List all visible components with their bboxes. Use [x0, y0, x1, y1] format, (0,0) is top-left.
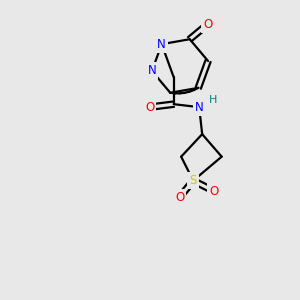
- Text: S: S: [190, 174, 197, 187]
- Text: N: N: [148, 64, 156, 77]
- Text: N: N: [157, 38, 166, 51]
- Text: O: O: [175, 191, 184, 204]
- Text: H: H: [208, 95, 217, 105]
- Text: O: O: [145, 101, 154, 114]
- Text: O: O: [203, 18, 212, 31]
- Text: O: O: [210, 185, 219, 198]
- Text: N: N: [195, 101, 204, 114]
